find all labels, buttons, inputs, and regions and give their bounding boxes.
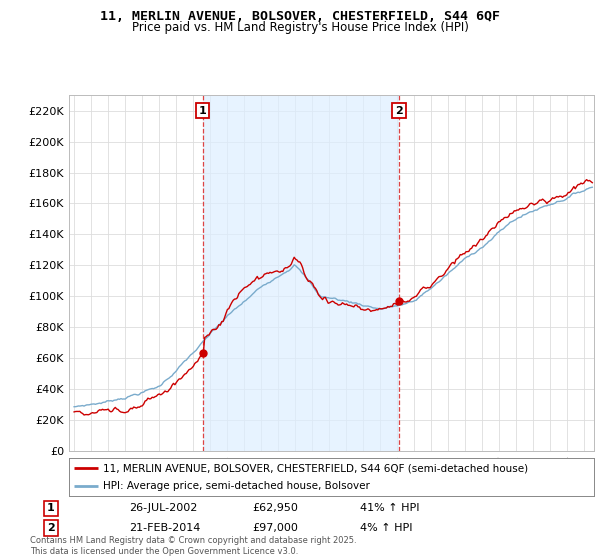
Text: £62,950: £62,950 (252, 503, 298, 514)
Text: 1: 1 (47, 503, 55, 514)
Text: 11, MERLIN AVENUE, BOLSOVER, CHESTERFIELD, S44 6QF: 11, MERLIN AVENUE, BOLSOVER, CHESTERFIEL… (100, 10, 500, 23)
Text: 2: 2 (47, 523, 55, 533)
Text: Price paid vs. HM Land Registry's House Price Index (HPI): Price paid vs. HM Land Registry's House … (131, 21, 469, 34)
Text: £97,000: £97,000 (252, 523, 298, 533)
Text: 2: 2 (395, 106, 403, 116)
Text: 26-JUL-2002: 26-JUL-2002 (129, 503, 197, 514)
Bar (203, 95, 399, 451)
Text: 41% ↑ HPI: 41% ↑ HPI (360, 503, 419, 514)
Text: 1: 1 (199, 106, 206, 116)
Text: HPI: Average price, semi-detached house, Bolsover: HPI: Average price, semi-detached house,… (103, 481, 370, 491)
Text: 21-FEB-2014: 21-FEB-2014 (129, 523, 200, 533)
Text: 4% ↑ HPI: 4% ↑ HPI (360, 523, 413, 533)
Text: 11, MERLIN AVENUE, BOLSOVER, CHESTERFIELD, S44 6QF (semi-detached house): 11, MERLIN AVENUE, BOLSOVER, CHESTERFIEL… (103, 463, 528, 473)
Text: Contains HM Land Registry data © Crown copyright and database right 2025.
This d: Contains HM Land Registry data © Crown c… (30, 536, 356, 556)
